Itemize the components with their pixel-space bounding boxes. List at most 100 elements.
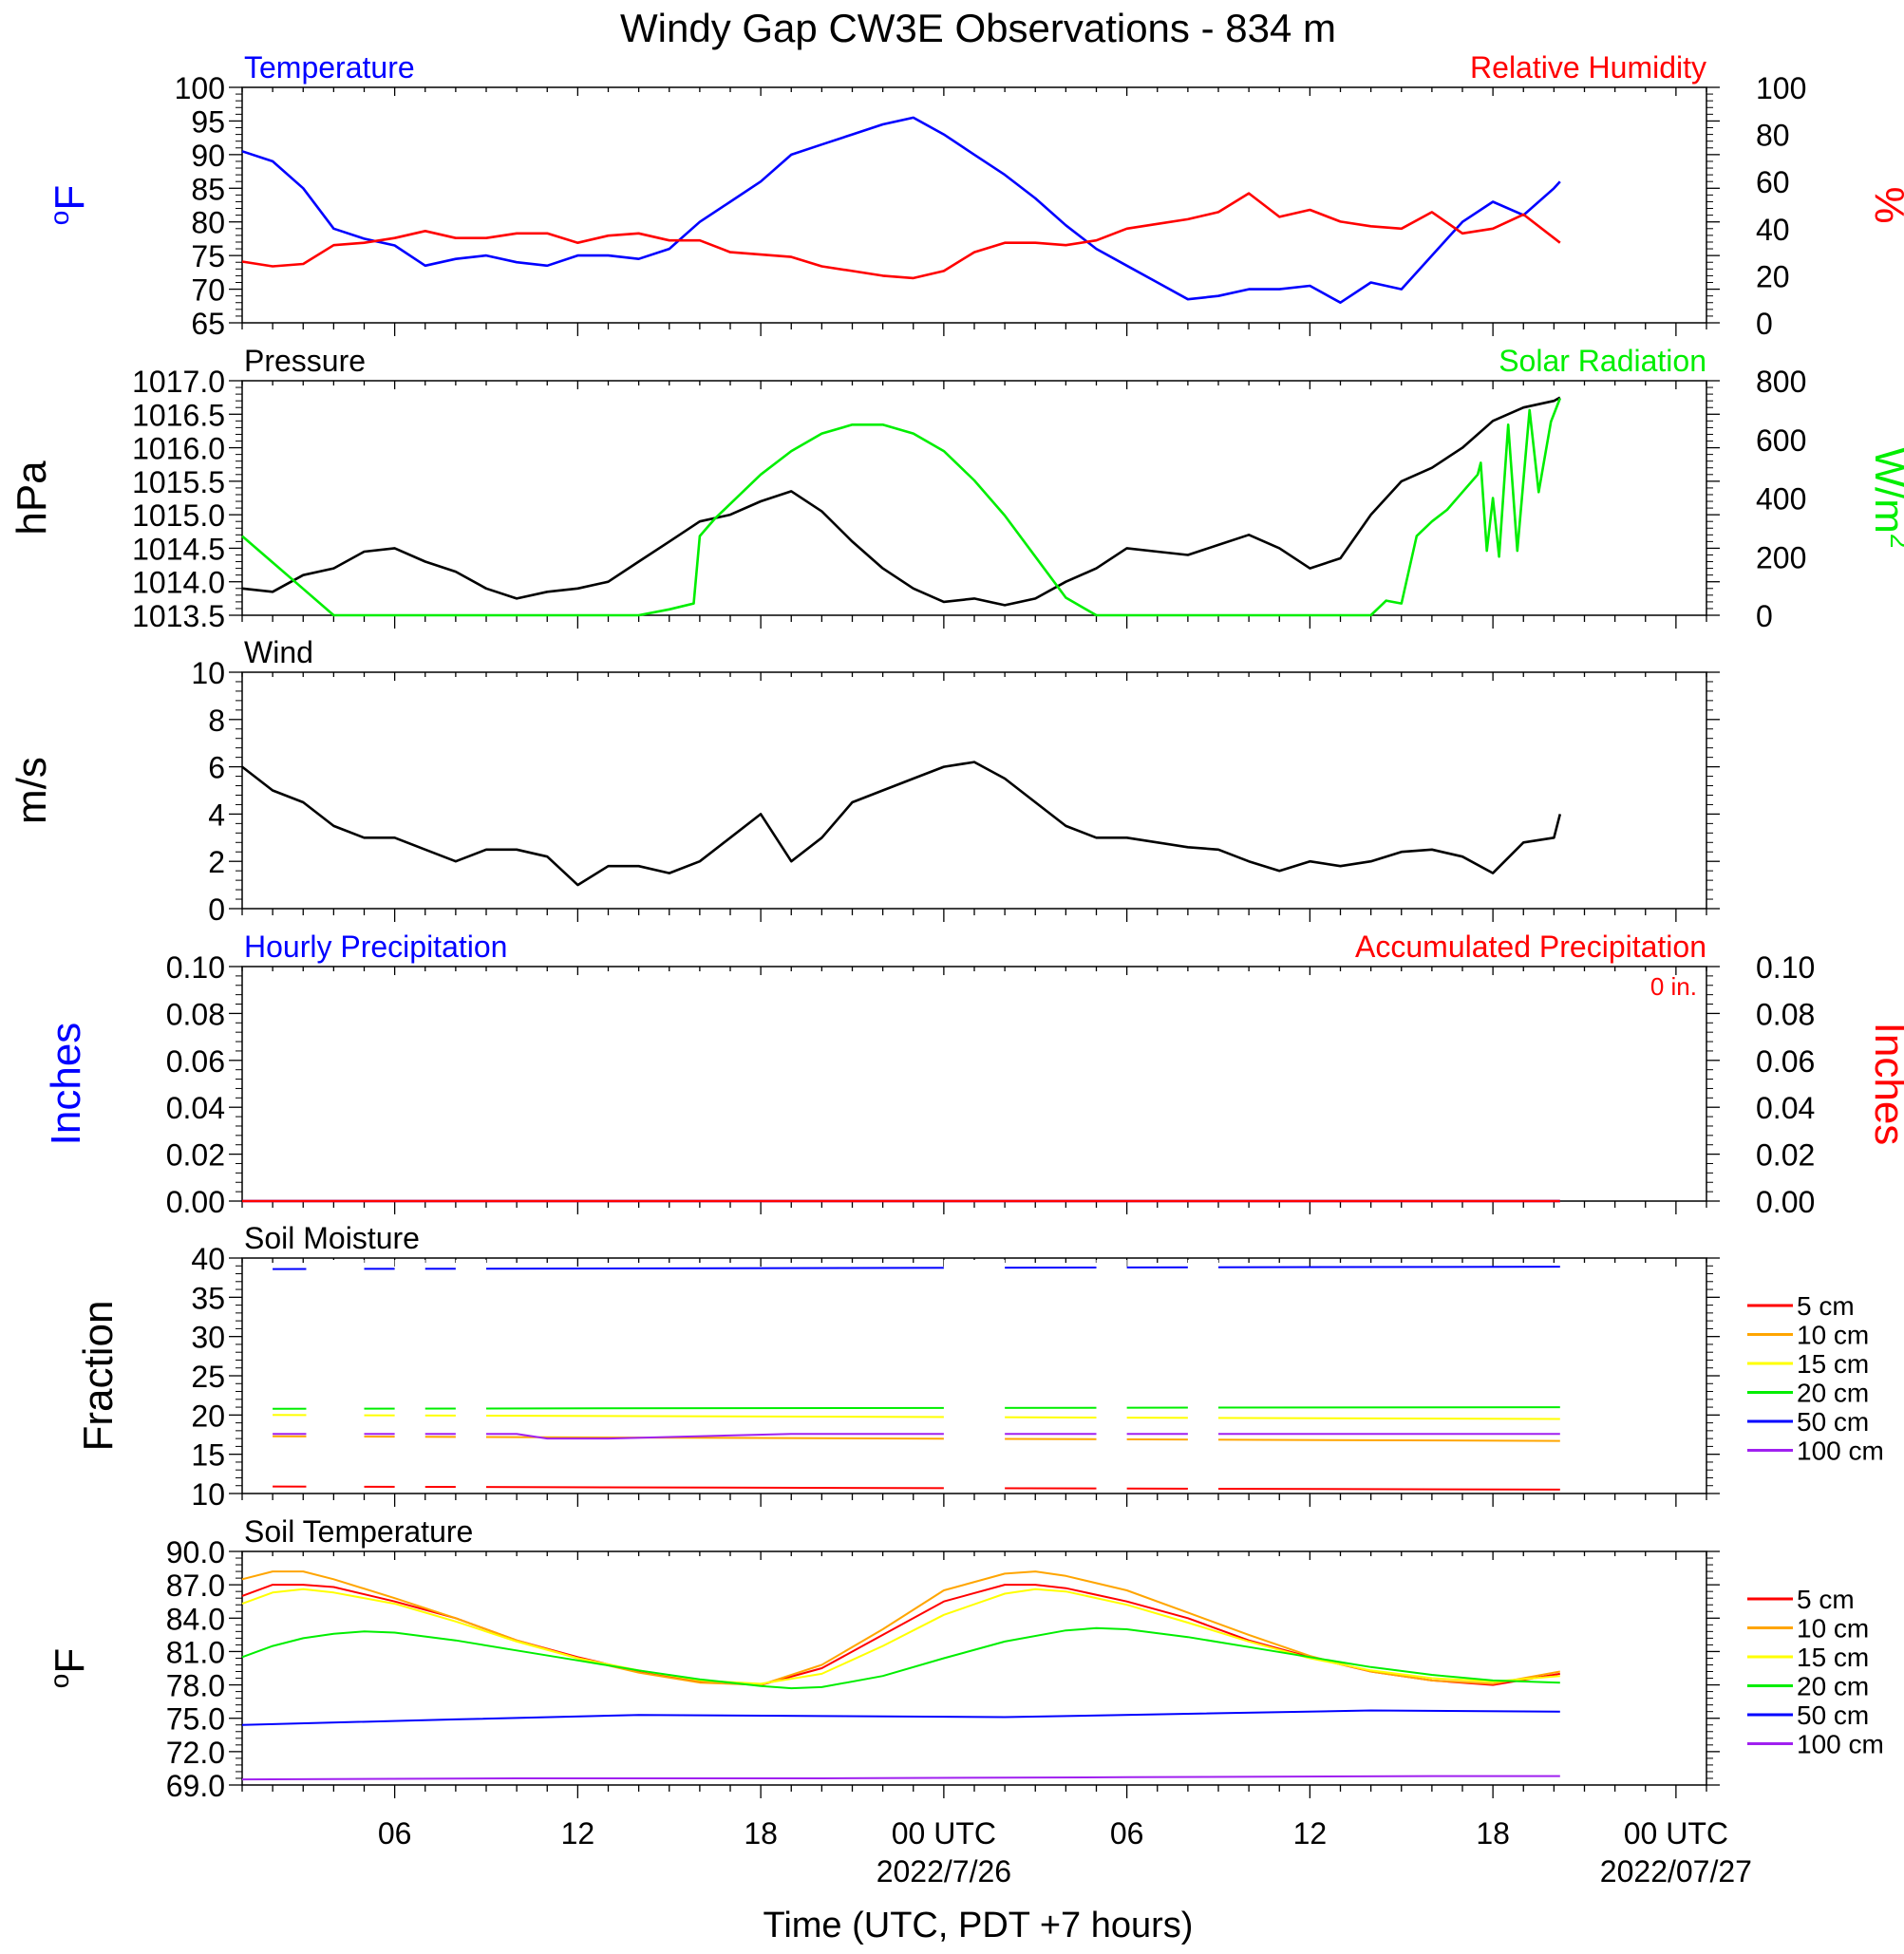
y-right-tick-label: 800 bbox=[1756, 365, 1806, 399]
y-tick-label: 2 bbox=[208, 845, 225, 879]
series-line-wind bbox=[241, 761, 1562, 887]
plot-frame bbox=[241, 1550, 1707, 1786]
data-gap bbox=[943, 1260, 1006, 1492]
panel-title-left: Soil Temperature bbox=[244, 1514, 473, 1549]
legend-label: 5 cm bbox=[1797, 1585, 1855, 1614]
series-line-20-cm bbox=[241, 1626, 1560, 1690]
y-tick-label: 0.02 bbox=[166, 1138, 225, 1173]
y-tick-label: 1015.0 bbox=[132, 498, 225, 533]
y-tick-label: 1017.0 bbox=[132, 365, 225, 399]
chart-title: Windy Gap CW3E Observations - 834 m bbox=[620, 6, 1336, 50]
y-tick-label: 0.04 bbox=[166, 1091, 225, 1125]
legend-label: 20 cm bbox=[1797, 1379, 1869, 1408]
degree-mark: o bbox=[45, 1674, 74, 1689]
legend-label: 5 cm bbox=[1797, 1291, 1855, 1321]
data-gap bbox=[306, 1260, 365, 1492]
legend-label: 15 cm bbox=[1797, 1643, 1869, 1672]
x-tick-label: 18 bbox=[1476, 1816, 1510, 1851]
y-right-tick-label: 80 bbox=[1756, 119, 1790, 153]
y-right-tick-label: 100 bbox=[1756, 71, 1806, 105]
plot-frame bbox=[241, 966, 1707, 1202]
y-tick-label: 87.0 bbox=[166, 1569, 225, 1603]
y-tick-label: 0 bbox=[208, 892, 225, 927]
y-right-axis-label: W/m2 bbox=[1866, 448, 1904, 549]
y-tick-label: 75.0 bbox=[166, 1702, 225, 1737]
legend-label: 10 cm bbox=[1797, 1321, 1869, 1350]
series-line-50-cm bbox=[241, 1709, 1560, 1726]
y-right-tick-label: 20 bbox=[1756, 259, 1790, 293]
y-axis-label: oF bbox=[45, 185, 93, 225]
y-tick-label: 95 bbox=[191, 104, 225, 139]
y-tick-label: 1013.5 bbox=[132, 599, 225, 633]
y-tick-label: 81.0 bbox=[166, 1635, 225, 1669]
y-tick-label: 0.08 bbox=[166, 997, 225, 1031]
series-line-100-cm bbox=[241, 1775, 1560, 1781]
series-line-pressure bbox=[241, 396, 1561, 607]
y-tick-label: 40 bbox=[191, 1242, 225, 1276]
panel-title-right: Relative Humidity bbox=[1470, 50, 1706, 85]
degree-mark: o bbox=[45, 211, 74, 226]
y-tick-label: 72.0 bbox=[166, 1736, 225, 1770]
y-tick-label: 0.00 bbox=[166, 1185, 225, 1219]
y-tick-label: 69.0 bbox=[166, 1769, 225, 1803]
series-line-20-cm bbox=[273, 1406, 1560, 1410]
legend-label: 20 cm bbox=[1797, 1672, 1869, 1701]
series-line-10-cm bbox=[273, 1435, 1560, 1442]
y-tick-label: 1016.0 bbox=[132, 432, 225, 466]
series-line-relative-humidity bbox=[241, 192, 1561, 280]
y-tick-label: 6 bbox=[208, 751, 225, 785]
y-tick-label: 90 bbox=[191, 139, 225, 173]
x-tick-label: 06 bbox=[378, 1816, 412, 1851]
legend-label: 50 cm bbox=[1797, 1407, 1869, 1437]
y-right-axis-label: % bbox=[1866, 186, 1904, 223]
series-line-10-cm bbox=[241, 1570, 1560, 1686]
panel-title-left: Wind bbox=[244, 635, 313, 669]
y-tick-label: 80 bbox=[191, 206, 225, 240]
legend-label: 100 cm bbox=[1797, 1730, 1884, 1759]
unit-letter: F bbox=[47, 1648, 93, 1674]
y-right-tick-label: 0.08 bbox=[1756, 997, 1815, 1031]
panel-3: 0 2 4 6 8 10 Wind m/s bbox=[9, 635, 1720, 927]
y-right-tick-label: 0.02 bbox=[1756, 1138, 1815, 1173]
x-tick-label: 00 UTC bbox=[1624, 1816, 1728, 1851]
y-right-tick-label: 200 bbox=[1756, 540, 1806, 574]
precip-annotation: 0 in. bbox=[1650, 972, 1697, 1001]
y-tick-label: 8 bbox=[208, 704, 225, 738]
panel-title-left: Temperature bbox=[244, 50, 415, 85]
series-line-temperature bbox=[241, 116, 1561, 305]
series-line-solar-radiation bbox=[241, 398, 1562, 617]
y-right-tick-label: 60 bbox=[1756, 165, 1790, 199]
y-axis-label: Inches bbox=[43, 1023, 89, 1146]
panel-1: 65707580859095100020406080100Temperature… bbox=[45, 50, 1904, 341]
y-right-axis-label: Inches bbox=[1866, 1023, 1904, 1146]
y-tick-label: 10 bbox=[191, 656, 225, 690]
x-tick-date-label: 2022/07/27 bbox=[1600, 1854, 1752, 1888]
y-tick-label: 10 bbox=[191, 1477, 225, 1512]
series-line-50-cm bbox=[273, 1266, 1560, 1270]
y-right-tick-label: 40 bbox=[1756, 213, 1790, 247]
legend-label: 50 cm bbox=[1797, 1700, 1869, 1730]
panel-6: 69.072.075.078.081.084.087.090.0 Soil Tem… bbox=[45, 1514, 1884, 1803]
series-line-5-cm bbox=[273, 1485, 1560, 1491]
panels: 65707580859095100020406080100Temperature… bbox=[9, 50, 1904, 1803]
x-tick-label: 12 bbox=[561, 1816, 595, 1851]
y-right-tick-label: 600 bbox=[1756, 423, 1806, 458]
data-gap bbox=[1096, 1260, 1127, 1492]
y-right-tick-label: 0 bbox=[1756, 307, 1773, 341]
y-right-tick-label: 0.10 bbox=[1756, 950, 1815, 985]
y-tick-label: 84.0 bbox=[166, 1602, 225, 1636]
y-tick-label: 1014.5 bbox=[132, 532, 225, 566]
y-axis-label-text: oF bbox=[45, 1648, 93, 1688]
panel-title-right: Accumulated Precipitation bbox=[1355, 930, 1706, 964]
y-tick-label: 35 bbox=[191, 1281, 225, 1315]
y-right-tick-label: 0.04 bbox=[1756, 1091, 1815, 1125]
legend-label: 10 cm bbox=[1797, 1614, 1869, 1644]
unit-letter: F bbox=[47, 185, 93, 211]
y-right-tick-label: 400 bbox=[1756, 482, 1806, 517]
y-tick-label: 1015.5 bbox=[132, 465, 225, 499]
y-axis-label-text: oF bbox=[45, 185, 93, 225]
panel-title-left: Hourly Precipitation bbox=[244, 930, 507, 964]
